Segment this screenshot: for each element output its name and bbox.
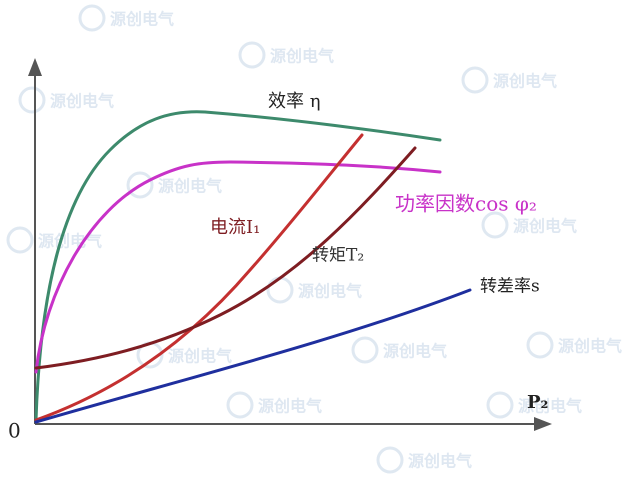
- curves: [34, 110, 472, 424]
- watermark: 源创电气: [298, 282, 362, 301]
- watermark: 源创电气: [110, 10, 174, 29]
- watermark: 源创电气: [493, 72, 557, 91]
- watermark: 源创电气: [558, 337, 622, 356]
- slip-curve: [34, 288, 472, 424]
- power-factor-label: 功率因数cos φ₂: [395, 192, 537, 216]
- watermark: 源创电气: [50, 92, 114, 111]
- torque-curve: [34, 146, 417, 370]
- y-arrow: [28, 58, 42, 76]
- origin-label: 0: [8, 419, 21, 443]
- x-axis-label: P₂: [527, 392, 548, 413]
- current-curve: [34, 133, 364, 422]
- torque-label: 转矩T₂: [312, 246, 364, 266]
- watermark: 源创电气: [270, 47, 334, 66]
- efficiency-label: 效率 η: [268, 91, 321, 112]
- axes: [28, 58, 552, 431]
- x-arrow: [534, 417, 552, 431]
- watermark: 源创电气: [158, 177, 222, 196]
- power-factor-curve: [34, 160, 442, 374]
- watermark: 源创电气: [383, 342, 447, 361]
- watermark: 源创电气: [518, 397, 582, 416]
- watermark: 源创电气: [408, 452, 472, 471]
- watermark: 源创电气: [513, 217, 577, 236]
- watermarks: 源创电气 源创电气 源创电气 源创电气 源创电气 源创电气 源创电气 源创电气 …: [6, 4, 622, 474]
- efficiency-curve: [34, 110, 442, 422]
- slip-label: 转差率s: [480, 277, 540, 297]
- watermark: 源创电气: [38, 232, 102, 251]
- current-label: 电流I₁: [210, 217, 260, 238]
- watermark: 源创电气: [258, 397, 322, 416]
- watermark: 源创电气: [168, 347, 232, 366]
